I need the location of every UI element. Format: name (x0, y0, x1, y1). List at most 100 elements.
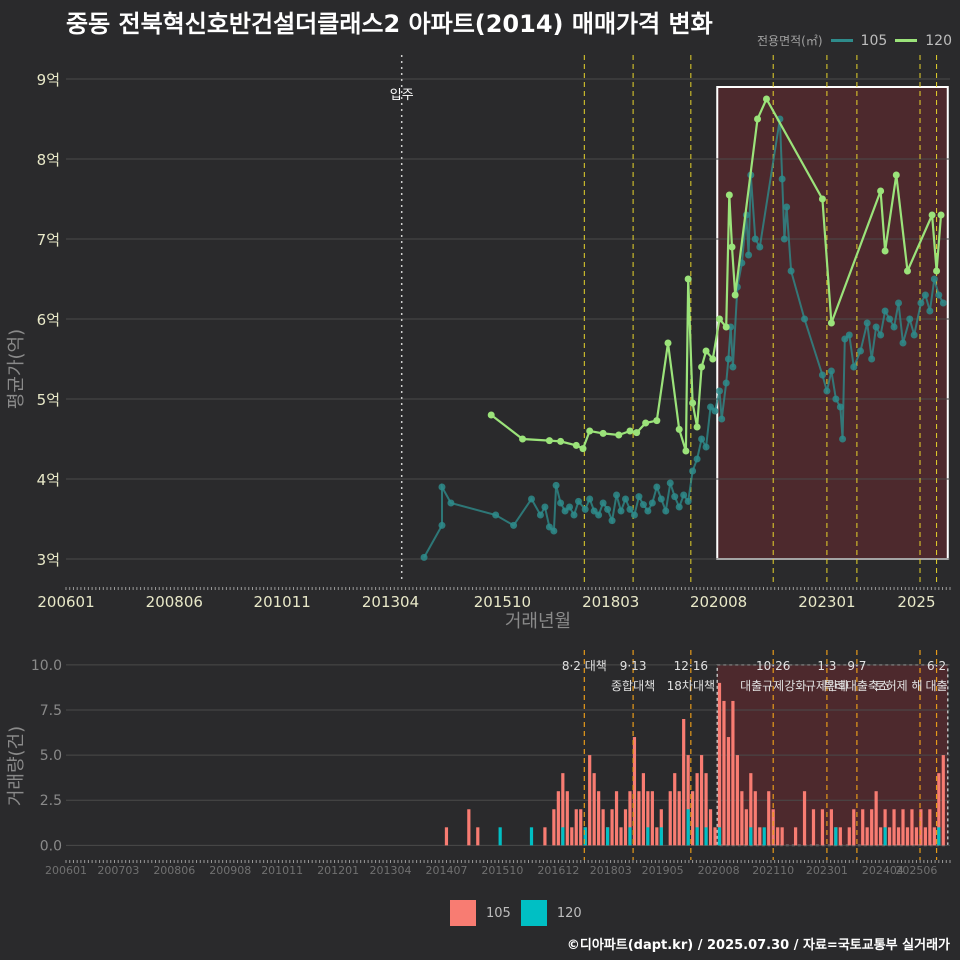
series-120-point (684, 275, 692, 283)
bar-105 (753, 791, 757, 846)
series-105-point (570, 511, 578, 519)
bar-120 (762, 827, 766, 846)
policy-name-label: 대출 (926, 679, 948, 693)
series-120-point (599, 429, 607, 437)
series-120-point (519, 435, 527, 443)
bar-120 (695, 827, 699, 846)
bar-105 (623, 809, 628, 846)
series-105-point (722, 379, 730, 387)
x-tick-label: 200806 (146, 593, 203, 611)
bar-120 (686, 809, 690, 846)
series-105-point (608, 517, 616, 525)
series-120-point (933, 267, 941, 275)
series-105-point (447, 499, 455, 507)
bar-105 (686, 755, 690, 846)
series-105-point (574, 497, 582, 505)
series-105-point (630, 511, 638, 519)
series-105-point (693, 455, 701, 463)
bar-105 (731, 700, 735, 846)
series-120-point (754, 115, 762, 123)
series-105-point (881, 307, 889, 315)
footer-credit: ©디아파트(dapt.kr) / 2025.07.30 / 자료=국토교통부 실… (566, 938, 950, 953)
bar-105 (811, 809, 816, 846)
policy-name-label: 대출규제강화 (740, 679, 806, 693)
series-105-point (872, 323, 880, 331)
bar-120 (937, 827, 941, 846)
series-105-point (527, 495, 535, 503)
series-120-point (693, 423, 701, 431)
series-105-point (899, 339, 907, 347)
x-tick-label: 201304 (362, 593, 419, 611)
bar-105 (597, 791, 601, 846)
series-105-point (780, 235, 788, 243)
series-105-point (823, 387, 831, 395)
x-tick-label: 201803 (590, 864, 632, 877)
series-105-point (890, 323, 898, 331)
policy-name-label: 규제완화 (805, 679, 849, 693)
bar-105 (673, 773, 677, 846)
series-105-point (836, 403, 844, 411)
series-120-point (675, 425, 683, 433)
x-tick-label: 201201 (317, 864, 359, 877)
bar-105 (655, 827, 659, 846)
series-105-point (639, 501, 647, 509)
bar-105 (820, 809, 825, 846)
policy-name-label: 18차대책 (667, 678, 715, 693)
series-120-point (487, 411, 495, 419)
bar-105 (838, 827, 842, 846)
bar-105 (887, 827, 892, 846)
series-105-point (671, 493, 679, 501)
bar-105 (905, 827, 910, 846)
series-105-point (921, 291, 929, 299)
bar-105 (574, 809, 578, 846)
bar-105 (713, 827, 717, 846)
bar-105 (467, 809, 471, 846)
policy-date-label: 8·2 대책 (562, 658, 607, 673)
series-120-point (709, 355, 717, 363)
y-axis-title: 거래량(건) (6, 726, 27, 806)
bar-105 (744, 809, 748, 846)
y-tick-label: 9억 (37, 71, 60, 89)
bar-105 (919, 809, 923, 846)
policy-date-label: 9·7 (847, 659, 866, 673)
series-105-point (850, 363, 858, 371)
x-tick-label: 202301 (798, 593, 855, 611)
series-120-point (928, 211, 936, 219)
series-105-point (702, 443, 710, 451)
bar-105 (923, 827, 927, 846)
bar-120 (749, 827, 753, 846)
bar-105 (892, 809, 896, 846)
bar-105 (556, 791, 560, 846)
legend-120-swatch (895, 39, 918, 42)
y-tick-label: 3억 (37, 551, 60, 569)
x-tick-label: 202008 (690, 593, 747, 611)
x-tick-label: 201803 (582, 593, 639, 611)
series-105-point (910, 331, 918, 339)
series-105-point (644, 507, 652, 515)
bar-105 (910, 809, 914, 846)
series-105-point (438, 521, 446, 529)
series-105-point (653, 483, 661, 491)
series-120-point (725, 191, 733, 199)
series-120-point (642, 419, 650, 427)
series-105-point (839, 435, 847, 443)
legend-bar-120-label: 120 (556, 905, 582, 921)
bar-105 (883, 809, 887, 846)
series-105-point (778, 175, 786, 183)
series-105-point (801, 315, 809, 323)
series-105-point (550, 527, 558, 535)
y-tick-label: 10.0 (31, 658, 62, 674)
volume-legend: 105 120 (450, 900, 582, 926)
bar-120 (659, 827, 663, 846)
bar-105 (861, 809, 865, 846)
bar-105 (561, 773, 565, 846)
series-120-point (615, 431, 623, 439)
x-tick-label: 201510 (474, 593, 531, 611)
series-105-point (935, 291, 943, 299)
x-tick-label: 200908 (209, 864, 251, 877)
legend-bar-105-label: 105 (486, 905, 511, 921)
series-120-point (827, 319, 835, 327)
series-120-point (728, 243, 736, 251)
bar-105 (668, 791, 672, 846)
series-105-point (845, 331, 853, 339)
